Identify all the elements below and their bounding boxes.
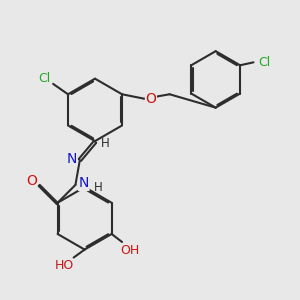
Text: H: H bbox=[101, 137, 110, 150]
Text: N: N bbox=[79, 176, 89, 190]
Text: HO: HO bbox=[55, 260, 74, 272]
Text: O: O bbox=[26, 174, 37, 188]
Text: N: N bbox=[66, 152, 77, 166]
Text: Cl: Cl bbox=[38, 72, 50, 85]
Text: OH: OH bbox=[120, 244, 139, 257]
Text: Cl: Cl bbox=[258, 56, 271, 69]
Text: O: O bbox=[146, 92, 156, 106]
Text: H: H bbox=[94, 182, 103, 194]
